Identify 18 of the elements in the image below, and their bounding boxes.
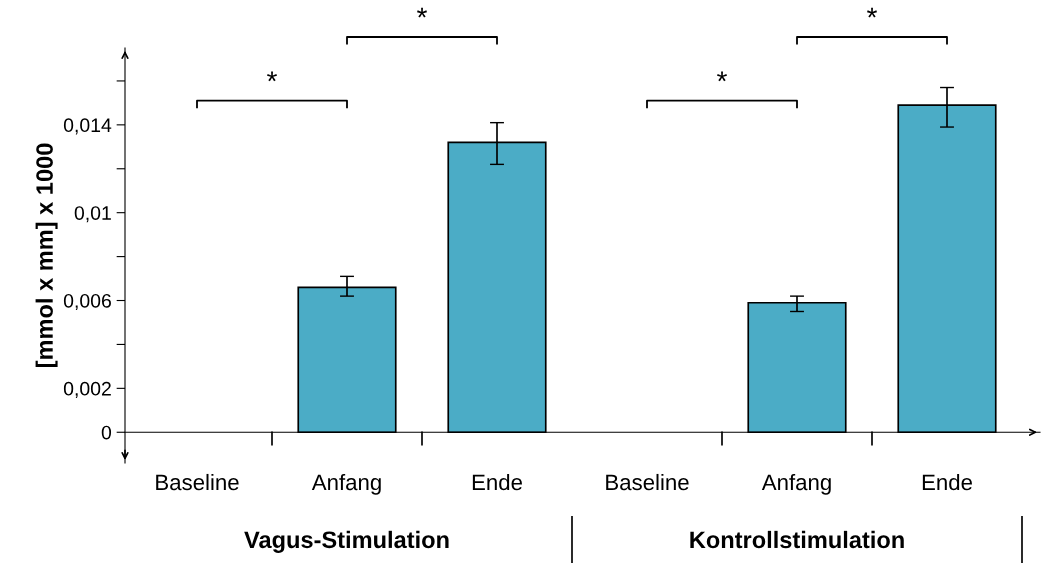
x-tick-label: Baseline <box>606 473 689 491</box>
x-tick-label: Anfang <box>311 473 381 495</box>
x-tick-label: Anfang <box>761 473 831 495</box>
x-tick-label: Ende <box>922 473 972 491</box>
annotation: * <box>717 71 727 82</box>
x-tick-label: Ende <box>472 473 522 491</box>
annotation: * <box>267 71 277 82</box>
text: Kontrollstimulation <box>690 530 904 549</box>
y-tick-label: 0,002 <box>63 381 111 398</box>
text: Vagus-Stimulation <box>244 530 449 553</box>
y-tick-label: 0,014 <box>63 118 112 135</box>
y-tick-label: 0,006 <box>63 293 111 311</box>
y-tick-label: 0 <box>101 425 112 440</box>
y-axis-title: [mmol x mm] x 1000 <box>35 143 58 368</box>
x-tick-label: Baseline <box>156 473 239 491</box>
text: * <box>867 7 877 18</box>
y-tick-label: 0,01 <box>74 206 111 223</box>
text: * <box>417 7 427 18</box>
